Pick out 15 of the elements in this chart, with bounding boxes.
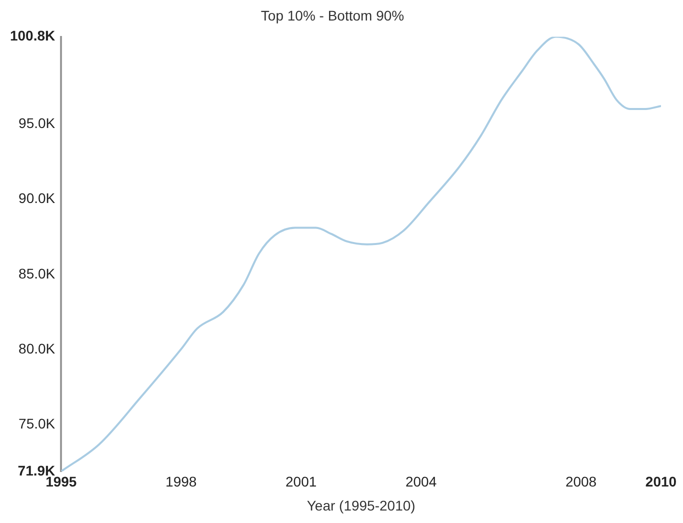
y-tick-label: 95.0K: [18, 114, 56, 131]
y-tick-label: 90.0K: [18, 190, 56, 206]
line-series: [61, 36, 661, 472]
y-tick-label: 75.0K: [18, 416, 56, 432]
y-tick-label: 80.0K: [18, 340, 56, 356]
x-tick-label: 2008: [565, 474, 597, 490]
x-tick-label: 2001: [286, 474, 317, 490]
x-axis-title: Year (1995-2010): [306, 497, 416, 514]
y-tick-label: 85.0K: [18, 265, 56, 282]
y-tick-label: 100.8K: [10, 28, 56, 44]
x-tick-label: 2004: [405, 474, 437, 490]
x-tick-label: 2010: [645, 474, 677, 490]
chart-title: Top 10% - Bottom 90%: [260, 7, 404, 24]
y-tick-label: 71.9K: [18, 462, 56, 478]
x-tick-label: 1998: [166, 474, 197, 490]
